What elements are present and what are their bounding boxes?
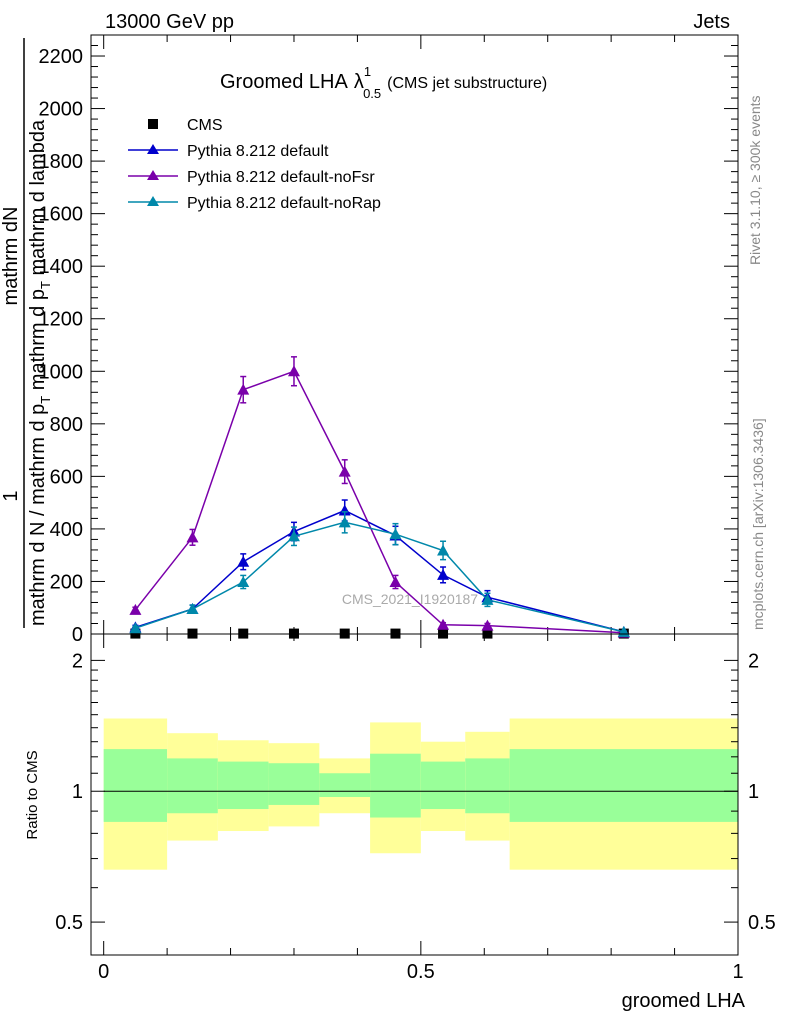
- ratio-band-inner: [465, 758, 510, 814]
- ratio-y-tick-label-right: 1: [748, 781, 759, 803]
- legend-default-marker: [147, 144, 159, 154]
- mcplots-label: mcplots.cern.ch [arXiv:1306.3436]: [750, 418, 766, 630]
- rivet-label: Rivet 3.1.10, ≥ 300k events: [747, 95, 763, 265]
- y-tick-label: 2200: [39, 46, 84, 68]
- title-symbol: λ: [354, 71, 364, 93]
- ratio-y-tick-label-left: 0.5: [55, 912, 83, 934]
- y-tick-label: 2000: [39, 99, 84, 121]
- data-point-pythia-8-212-default-norap: [129, 622, 142, 634]
- ratio-y-tick-label-right: 2: [748, 650, 759, 672]
- y-tick-label: 600: [50, 466, 83, 488]
- data-point-pythia-8-212-default-nofsr: [129, 603, 142, 615]
- data-point-pythia-8-212-default-nofsr: [481, 619, 494, 631]
- energy-label: 13000 GeV pp: [105, 11, 234, 33]
- title-main: Groomed LHA: [220, 71, 348, 93]
- data-point-pythia-8-212-default: [437, 568, 450, 580]
- data-point-pythia-8-212-default-norap: [287, 530, 300, 542]
- data-point-pythia-8-212-default-norap: [481, 593, 494, 605]
- ratio-panel: 0.5 0.5 1 1 2 2 0 0.5 1 Ratio to CMS groomed LHA: [24, 633, 776, 1012]
- y-axis-label: 1 mathrm dN mathrm d N / mathrm d pT mat…: [0, 38, 53, 628]
- title-sup: 1: [364, 64, 371, 79]
- data-point-pythia-8-212-default-norap: [389, 528, 402, 540]
- chart-title: Groomed LHA λ1 0.5 (CMS jet substructure): [220, 64, 547, 101]
- data-point-pythia-8-212-default-nofsr: [186, 531, 199, 543]
- y-tick-label: 200: [50, 571, 83, 593]
- ratio-y-label: Ratio to CMS: [24, 750, 41, 839]
- title-sub: 0.5: [363, 86, 381, 101]
- ratio-band-inner: [103, 749, 168, 822]
- y-tick-label: 1200: [39, 309, 84, 331]
- main-panel: CMS_2021_I1920187 0200400600800100012001…: [0, 34, 739, 646]
- legend: CMS Pythia 8.212 default Pythia 8.212 de…: [128, 117, 381, 212]
- legend-nofsr-label: Pythia 8.212 default-noFsr: [187, 169, 375, 186]
- x-tick-label: 1: [732, 961, 743, 983]
- data-point-pythia-8-212-default-norap: [338, 516, 351, 528]
- ratio-y-tick-label-left: 1: [72, 781, 83, 803]
- y-tick-label: 0: [72, 624, 83, 646]
- ratio-band-inner: [319, 773, 371, 797]
- legend-norap-label: Pythia 8.212 default-noRap: [187, 195, 381, 212]
- data-point-pythia-8-212-default-norap: [186, 603, 199, 615]
- ratio-band-inner: [268, 763, 320, 805]
- ratio-band-inner: [217, 761, 269, 810]
- y-label-numerator: mathrm dN: [0, 207, 22, 306]
- title-note: (CMS jet substructure): [387, 75, 547, 92]
- y-tick-label: 1800: [39, 151, 84, 173]
- legend-cms-label: CMS: [187, 117, 223, 134]
- data-point-pythia-8-212-default-norap: [437, 544, 450, 556]
- y-tick-label: 800: [50, 414, 83, 436]
- data-point-pythia-8-212-default-norap: [237, 575, 250, 587]
- data-point-pythia-8-212-default: [237, 555, 250, 567]
- data-point-pythia-8-212-default: [338, 504, 351, 516]
- ratio-plot-frame: [90, 633, 739, 956]
- legend-norap-marker: [147, 196, 159, 206]
- ratio-band-inner: [370, 753, 421, 818]
- ratio-band-inner: [167, 758, 218, 814]
- y-label-one: 1: [0, 490, 22, 501]
- data-point-pythia-8-212-default-nofsr: [287, 365, 300, 377]
- y-tick-label: 400: [50, 519, 83, 541]
- y-tick-label: 1400: [39, 256, 84, 278]
- y-label-denominator: mathrm d N / mathrm d pT mathrm d pT mat…: [27, 119, 53, 626]
- data-point-pythia-8-212-default-nofsr: [389, 575, 402, 587]
- series-line-pythia-8-212-default: [135, 509, 624, 633]
- data-point-pythia-8-212-default-nofsr: [338, 465, 351, 477]
- ratio-band-inner: [420, 761, 466, 810]
- x-axis-label: groomed LHA: [622, 990, 746, 1012]
- legend-nofsr-marker: [147, 170, 159, 180]
- y-tick-label: 1000: [39, 361, 84, 383]
- x-tick-label: 0: [98, 961, 109, 983]
- y-tick-label: 1600: [39, 204, 84, 226]
- x-tick-label: 0.5: [407, 961, 435, 983]
- data-point-pythia-8-212-default-nofsr: [237, 383, 250, 395]
- legend-cms-marker: [148, 119, 158, 129]
- series-line-pythia-8-212-default-norap: [135, 521, 624, 633]
- ratio-y-tick-label-right: 0.5: [748, 912, 776, 934]
- data-point-pythia-8-212-default-nofsr: [437, 618, 450, 630]
- legend-default-label: Pythia 8.212 default: [187, 143, 329, 160]
- ratio-band-inner: [509, 749, 738, 822]
- process-label: Jets: [693, 11, 730, 33]
- ratio-y-tick-label-left: 2: [72, 650, 83, 672]
- watermark: CMS_2021_I1920187: [342, 591, 478, 607]
